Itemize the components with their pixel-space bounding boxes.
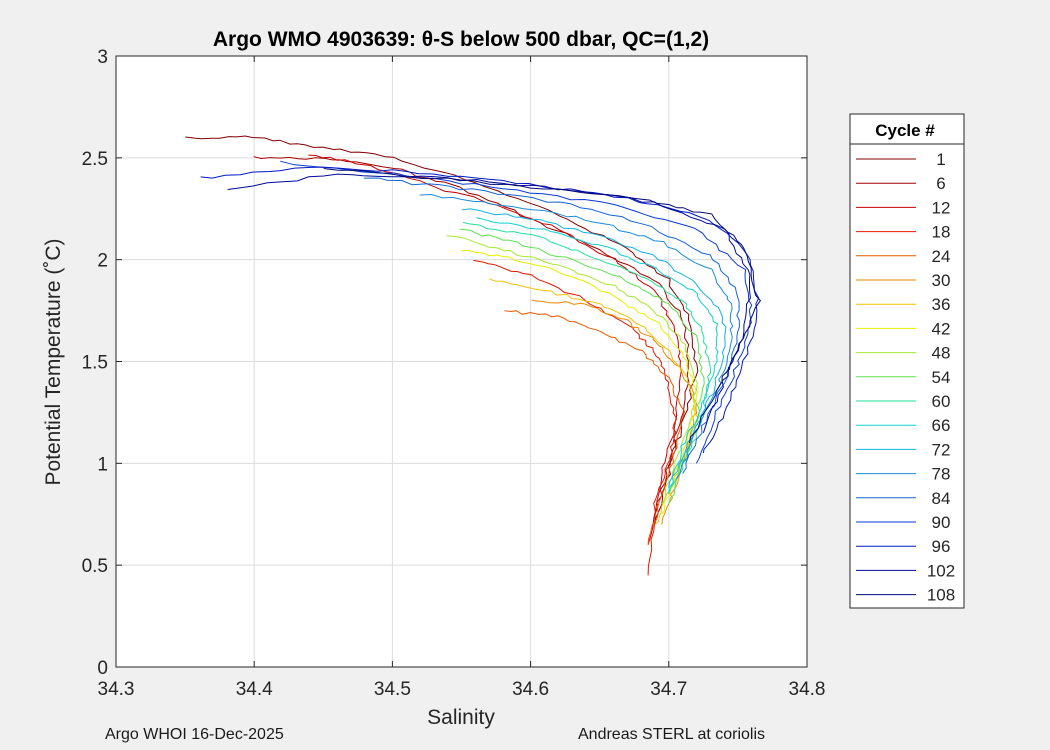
x-tick-label: 34.5 bbox=[374, 679, 411, 700]
legend-box bbox=[849, 113, 965, 609]
legend-title: Cycle # bbox=[875, 121, 935, 140]
y-tick-label: 0 bbox=[97, 658, 108, 679]
legend: Cycle # 1 6 12 18 24 30 36 42 48 54 60 66 72 78 84 90 96… bbox=[849, 113, 965, 609]
legend-label: 24 bbox=[932, 247, 951, 266]
legend-label: 36 bbox=[932, 295, 951, 314]
legend-entries: 1 6 12 18 24 30 36 42 48 54 60 66 72 78 84 90 96 102 108 bbox=[856, 150, 955, 605]
series-line bbox=[200, 166, 760, 454]
legend-label: 72 bbox=[932, 440, 951, 459]
series-line bbox=[462, 221, 712, 495]
series-line bbox=[253, 156, 690, 515]
x-axis-label: Salinity bbox=[427, 706, 495, 729]
grid bbox=[116, 56, 807, 667]
y-tick-label: 2 bbox=[97, 251, 108, 272]
legend-label: 54 bbox=[932, 368, 951, 387]
legend-label: 12 bbox=[932, 198, 951, 217]
series-line bbox=[489, 278, 699, 525]
series-line bbox=[473, 259, 678, 576]
series-line bbox=[476, 217, 719, 494]
y-axis-label: Potential Temperature (˚C) bbox=[42, 238, 65, 485]
x-tick-label: 34.8 bbox=[789, 679, 826, 700]
series-line bbox=[280, 160, 753, 464]
footer-left: Argo WHOI 16-Dec-2025 bbox=[105, 726, 284, 743]
y-tick-label: 3 bbox=[97, 47, 108, 68]
legend-label: 66 bbox=[932, 416, 951, 435]
series-line bbox=[446, 235, 698, 505]
footer-right: Andreas STERL at coriolis bbox=[578, 726, 766, 743]
legend-label: 42 bbox=[932, 319, 951, 338]
legend-label: 90 bbox=[932, 513, 951, 532]
series-line bbox=[504, 310, 686, 545]
legend-label: 48 bbox=[932, 344, 951, 363]
axis-ticks: 34.3 34.4 34.5 34.6 34.7 34.8 0 0.5 1 1.5 2 2.5 3 bbox=[82, 47, 826, 700]
legend-label: 108 bbox=[927, 586, 955, 605]
legend-label: 78 bbox=[932, 465, 951, 484]
series-line bbox=[323, 168, 762, 444]
series-line bbox=[461, 249, 699, 515]
chart-title: Argo WMO 4903639: θ-S below 500 dbar, QC… bbox=[213, 28, 709, 51]
legend-label: 84 bbox=[932, 489, 951, 508]
y-tick-label: 0.5 bbox=[82, 556, 108, 577]
x-tick-label: 34.4 bbox=[236, 679, 273, 700]
x-tick-label: 34.3 bbox=[98, 679, 135, 700]
x-tick-label: 34.6 bbox=[512, 679, 549, 700]
x-tick-label: 34.7 bbox=[650, 679, 687, 700]
y-tick-label: 1.5 bbox=[82, 353, 108, 374]
legend-label: 30 bbox=[932, 271, 951, 290]
legend-label: 60 bbox=[932, 392, 951, 411]
legend-label: 1 bbox=[936, 150, 945, 169]
legend-label: 6 bbox=[936, 174, 945, 193]
y-tick-label: 2.5 bbox=[82, 149, 108, 170]
series-line bbox=[363, 177, 740, 474]
legend-label: 96 bbox=[932, 537, 951, 556]
legend-label: 102 bbox=[927, 561, 955, 580]
series-lines bbox=[185, 135, 762, 576]
y-tick-label: 1 bbox=[97, 454, 108, 475]
legend-label: 18 bbox=[932, 223, 951, 242]
